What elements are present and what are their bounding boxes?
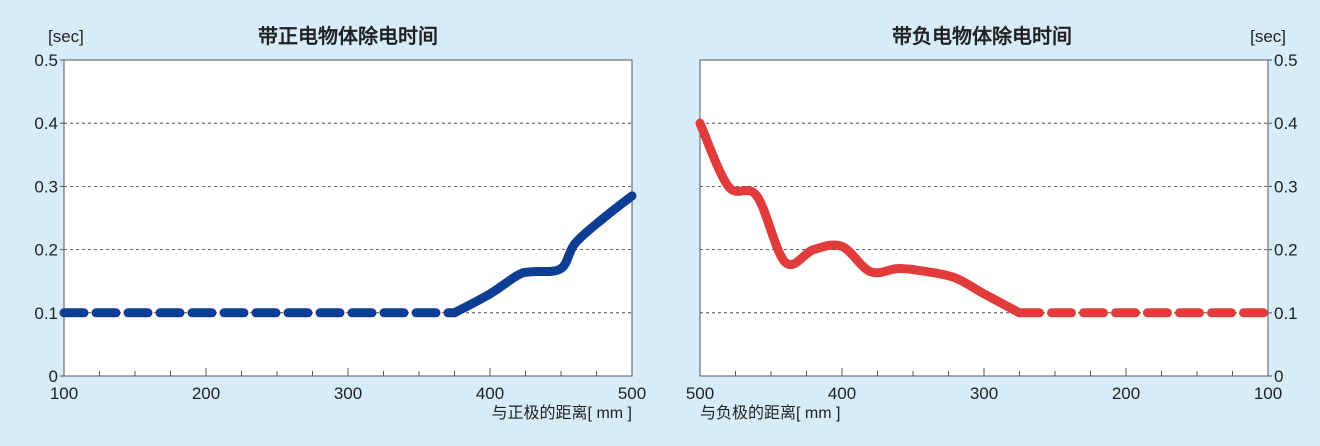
right-unit-label: [sec] bbox=[1250, 27, 1286, 46]
right-x-tick-label: 500 bbox=[686, 384, 714, 403]
right-y-tick-label: 0.1 bbox=[1274, 304, 1298, 323]
left-y-tick-label: 0.1 bbox=[34, 304, 58, 323]
left-x-tick-label: 100 bbox=[50, 384, 78, 403]
left-x-tick-label: 300 bbox=[334, 384, 362, 403]
left-y-tick-label: 0.4 bbox=[34, 114, 58, 133]
left-y-tick-label: 0 bbox=[49, 367, 58, 386]
right-y-tick-label: 0.4 bbox=[1274, 114, 1298, 133]
left-plot-area bbox=[63, 59, 633, 377]
left-y-tick-label: 0.3 bbox=[34, 177, 58, 196]
right-chart-title: 带负电物体除电时间 bbox=[892, 24, 1072, 48]
right-x-tick-label: 300 bbox=[970, 384, 998, 403]
right-x-tick-label: 400 bbox=[828, 384, 856, 403]
right-x-tick-label: 100 bbox=[1254, 384, 1282, 403]
right-x-tick-label: 200 bbox=[1112, 384, 1140, 403]
right-y-tick-label: 0.2 bbox=[1274, 241, 1298, 260]
right-plot-area bbox=[699, 59, 1269, 377]
right-chart: 0 0.1 0.2 0.3 0.4 0.5 500 400 300 200 100 bbox=[686, 51, 1298, 403]
left-unit-label: [sec] bbox=[48, 27, 84, 46]
left-chart-title: 带正电物体除电时间 bbox=[258, 24, 438, 48]
left-x-tick-label: 500 bbox=[618, 384, 646, 403]
right-y-tick-label: 0.5 bbox=[1274, 51, 1298, 70]
left-chart: 0 0.1 0.2 0.3 0.4 0.5 100 200 300 400 500 bbox=[34, 51, 646, 403]
left-x-tick-label: 200 bbox=[192, 384, 220, 403]
left-x-tick-label: 400 bbox=[476, 384, 504, 403]
right-y-tick-label: 0 bbox=[1274, 367, 1283, 386]
right-series-line-solid bbox=[695, 118, 1024, 318]
right-y-tick-label: 0.3 bbox=[1274, 177, 1298, 196]
left-y-tick-label: 0.5 bbox=[34, 51, 58, 70]
left-y-tick-label: 0.2 bbox=[34, 241, 58, 260]
right-x-axis-label: 与负极的距离[ mm ] bbox=[700, 404, 840, 422]
left-series-line-solid bbox=[450, 191, 637, 318]
left-x-axis-label: 与正极的距离[ mm ] bbox=[492, 404, 632, 422]
